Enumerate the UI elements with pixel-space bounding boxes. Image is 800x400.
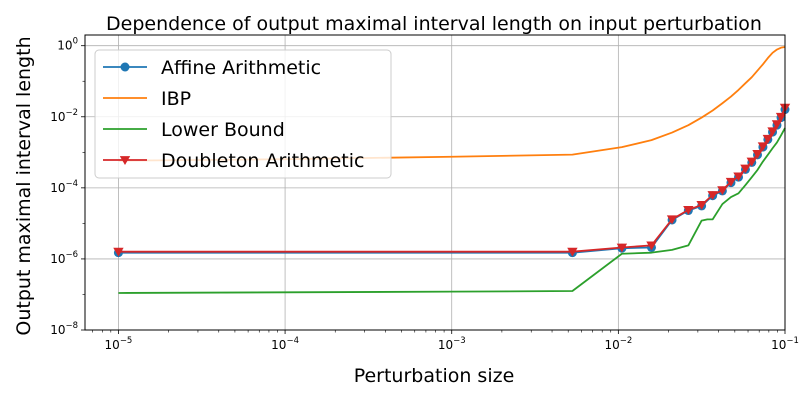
doubleton-arithmetic-point xyxy=(740,164,751,174)
doubleton-arithmetic-point xyxy=(616,243,628,253)
lower-bound-line xyxy=(118,127,786,294)
doubleton-arithmetic-point xyxy=(775,112,787,122)
doubleton-arithmetic-point xyxy=(752,150,763,159)
doubleton-arithmetic-point xyxy=(762,134,774,144)
y-tick-label: 100 xyxy=(57,37,78,53)
legend-label: IBP xyxy=(161,88,191,110)
legend: Affine Arithmetic IBP Lower Bound Doubleton… xyxy=(94,49,392,179)
doubleton-arithmetic-point xyxy=(707,191,718,200)
doubleton-arithmetic-point xyxy=(771,120,783,130)
chart-title: Dependence of output maximal interval le… xyxy=(106,13,762,35)
legend-frame xyxy=(94,49,392,179)
doubleton-arithmetic-point xyxy=(733,172,744,182)
legend-marker xyxy=(119,156,131,165)
doubleton-arithmetic-point xyxy=(567,247,578,257)
x-tick-label: 10−1 xyxy=(771,336,799,352)
series-ibp xyxy=(118,46,786,162)
doubleton-arithmetic-point xyxy=(646,241,657,251)
doubleton-arithmetic-point xyxy=(767,127,778,137)
plot-frame xyxy=(84,34,786,331)
series-doubleton-arithmetic xyxy=(113,103,791,257)
doubleton-arithmetic-point xyxy=(696,201,707,210)
legend-item-ibp: IBP xyxy=(103,88,191,110)
doubleton-arithmetic-point xyxy=(683,205,694,215)
y-tick-label: 10−2 xyxy=(50,108,78,124)
legend-label: Lower Bound xyxy=(161,119,285,141)
legend-item-lower-bound: Lower Bound xyxy=(103,119,285,141)
doubleton-arithmetic-point xyxy=(666,215,678,225)
x-tick-label: 10−2 xyxy=(604,336,632,352)
axis-ticks: 10−5 10−4 10−3 10−2 10−1 10−8 10−6 10−4 10−2 100 xyxy=(50,37,799,352)
y-axis-label: Output maximal interval length xyxy=(13,36,35,335)
x-tick-label: 10−4 xyxy=(271,336,299,352)
doubleton-arithmetic-point xyxy=(725,177,737,187)
legend-label: Doubleton Arithmetic xyxy=(161,150,364,172)
x-tick-label: 10−5 xyxy=(105,336,133,352)
legend-item-affine-arithmetic: Affine Arithmetic xyxy=(103,57,321,79)
series-lower-bound xyxy=(118,127,786,294)
ibp-line xyxy=(118,46,786,162)
x-axis-label: Perturbation size xyxy=(354,365,515,387)
doubleton-arithmetic-point xyxy=(746,157,757,167)
y-tick-label: 10−6 xyxy=(50,250,78,266)
legend-item-doubleton-arithmetic: Doubleton Arithmetic xyxy=(103,150,364,172)
x-tick-label: 10−3 xyxy=(438,336,466,352)
y-tick-label: 10−8 xyxy=(50,321,78,337)
legend-marker xyxy=(120,62,130,72)
y-tick-label: 10−4 xyxy=(50,179,78,195)
legend-label: Affine Arithmetic xyxy=(161,57,321,79)
doubleton-arithmetic-point xyxy=(717,186,728,196)
doubleton-arithmetic-point xyxy=(757,142,769,152)
doubleton-arithmetic-point xyxy=(113,247,124,257)
series-layer xyxy=(113,46,791,294)
